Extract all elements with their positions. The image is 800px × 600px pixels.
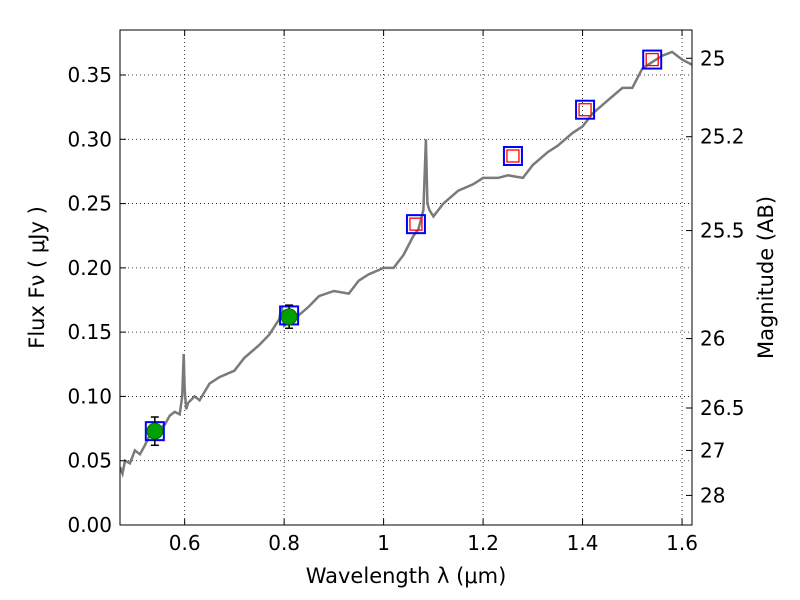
observed-photometry-point [280, 308, 298, 326]
x-tick-label: 1.6 [666, 531, 698, 555]
right-tick-label: 26.5 [700, 396, 745, 420]
x-tick-label: 0.8 [268, 531, 300, 555]
y-tick-label: 0.00 [67, 513, 112, 537]
grid [120, 30, 692, 526]
y-tick-label: 0.20 [67, 256, 112, 280]
x-tick-label: 1.4 [567, 531, 599, 555]
right-tick-label: 25.5 [700, 219, 745, 243]
y-axis-label: Flux Fν ( μJy ) [25, 206, 49, 349]
y-tick-label: 0.30 [67, 127, 112, 151]
model-photometry-square [575, 99, 596, 120]
plot-frame [119, 29, 693, 526]
right-tick-label: 26 [700, 327, 725, 351]
y-tick-label: 0.05 [67, 449, 112, 473]
x-tick-label: 1 [377, 531, 390, 555]
x-tick-label: 1.2 [467, 531, 499, 555]
upper-limit-square [645, 52, 659, 67]
right-tick-label: 25.2 [700, 125, 745, 149]
right-axis-label: Magnitude (AB) [754, 196, 778, 359]
observed-photometry-point [146, 422, 164, 440]
axis-ticks: 0.6 0.8 1 1.2 1.4 1.6 0.00 0.05 0.10 0.15 0.20 0.25… [67, 30, 745, 555]
right-tick-label: 27 [700, 438, 725, 462]
spectrum-line [120, 50, 692, 479]
right-tick-label: 25 [700, 46, 725, 70]
upper-limit-square [506, 149, 520, 163]
upper-limit-square [409, 217, 423, 231]
y-tick-label: 0.25 [67, 192, 112, 216]
y-tick-label: 0.15 [67, 320, 112, 344]
model-photometry-square [405, 214, 426, 235]
model-photometry-square [642, 49, 663, 70]
x-axis-label: Wavelength λ (μm) [306, 564, 507, 588]
right-tick-label: 28 [700, 483, 725, 507]
x-tick-label: 0.6 [169, 531, 201, 555]
model-photometry-square [502, 146, 523, 166]
y-tick-label: 0.35 [67, 63, 112, 87]
upper-limit-square [578, 103, 592, 117]
markers-layer [144, 49, 663, 447]
y-tick-label: 0.10 [67, 384, 112, 408]
spectrum-layer [120, 50, 692, 479]
